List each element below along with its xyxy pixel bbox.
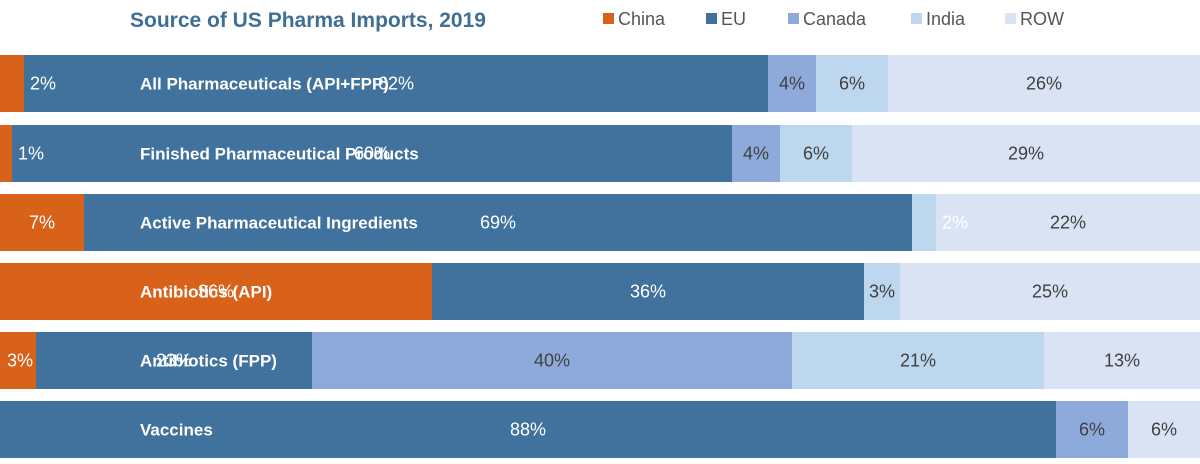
bar-row-antibiotics-fpp: Antibiotics (FPP) 3% 23% 40% 21% 13% [0, 332, 1200, 389]
bar-all-pharmaceuticals-api-fpp-india [816, 55, 888, 112]
value-label-finished-pharmaceutical-products-row: 29% [1008, 144, 1044, 164]
bar-row-finished-pharmaceutical-products: Finished Pharmaceutical Products 1% 60% 4% 6… [0, 125, 1200, 182]
bar-antibiotics-fpp-canada [312, 332, 792, 389]
bar-antibiotics-api-india [864, 263, 900, 320]
bar-all-pharmaceuticals-api-fpp-china [0, 55, 24, 112]
value-label-all-pharmaceuticals-api-fpp-india: 6% [839, 74, 865, 94]
bar-antibiotics-fpp-china [0, 332, 36, 389]
bar-vaccines-eu [0, 401, 1056, 458]
legend-label-row: ROW [1020, 9, 1064, 29]
legend-swatch-india [911, 13, 922, 24]
value-label-active-pharmaceutical-ingredients-china: 7% [29, 213, 55, 233]
legend-label-india: India [926, 9, 966, 29]
legend-swatch-canada [788, 13, 799, 24]
bar-finished-pharmaceutical-products-canada [732, 125, 780, 182]
legend: China EU Canada India ROW [603, 9, 1064, 29]
value-label-finished-pharmaceutical-products-eu: 60% [354, 144, 390, 164]
value-label-antibiotics-fpp-row: 13% [1104, 351, 1140, 371]
bar-finished-pharmaceutical-products-eu [12, 125, 732, 182]
bar-row-active-pharmaceutical-ingredients: Active Pharmaceutical Ingredients 7% 69% 2%… [0, 194, 1200, 251]
value-label-active-pharmaceutical-ingredients-eu: 69% [480, 213, 516, 233]
bars: All Pharmaceuticals (API+FPP) 2% 62% 4% 6% 26… [0, 55, 1200, 458]
legend-swatch-row [1005, 13, 1016, 24]
value-label-antibiotics-api-china: 36% [198, 282, 234, 302]
bar-finished-pharmaceutical-products-india [780, 125, 852, 182]
value-label-antibiotics-fpp-canada: 40% [534, 351, 570, 371]
category-label-antibiotics-api: Antibiotics (API) [140, 283, 272, 302]
category-label-all-pharmaceuticals-api-fpp: All Pharmaceuticals (API+FPP) [140, 75, 389, 94]
value-label-antibiotics-api-india: 3% [869, 282, 895, 302]
bar-active-pharmaceutical-ingredients-china [0, 194, 84, 251]
bar-all-pharmaceuticals-api-fpp-eu [24, 55, 768, 112]
bar-finished-pharmaceutical-products-china [0, 125, 12, 182]
bar-antibiotics-api-eu [432, 263, 864, 320]
bar-all-pharmaceuticals-api-fpp-row [888, 55, 1200, 112]
bar-active-pharmaceutical-ingredients-india [912, 194, 936, 251]
bar-active-pharmaceutical-ingredients-eu [84, 194, 912, 251]
bar-row-all-pharmaceuticals-api-fpp: All Pharmaceuticals (API+FPP) 2% 62% 4% 6% 26… [0, 55, 1200, 112]
bar-antibiotics-fpp-row [1044, 332, 1200, 389]
bar-antibiotics-fpp-india [792, 332, 1044, 389]
value-label-finished-pharmaceutical-products-canada: 4% [743, 144, 769, 164]
legend-label-canada: Canada [803, 9, 867, 29]
value-label-vaccines-row: 6% [1151, 420, 1177, 440]
bar-vaccines-row [1128, 401, 1200, 458]
value-label-antibiotics-fpp-china: 3% [7, 351, 33, 371]
value-label-finished-pharmaceutical-products-india: 6% [803, 144, 829, 164]
chart-title: Source of US Pharma Imports, 2019 [130, 9, 486, 32]
legend-swatch-eu [706, 13, 717, 24]
value-label-antibiotics-api-eu: 36% [630, 282, 666, 302]
bar-vaccines-canada [1056, 401, 1128, 458]
value-label-antibiotics-fpp-eu: 23% [156, 351, 192, 371]
bar-antibiotics-fpp-eu [36, 332, 312, 389]
value-label-vaccines-canada: 6% [1079, 420, 1105, 440]
value-label-antibiotics-api-row: 25% [1032, 282, 1068, 302]
category-label-antibiotics-fpp: Antibiotics (FPP) [140, 352, 277, 371]
value-label-active-pharmaceutical-ingredients-india: 2% [942, 213, 968, 233]
category-label-finished-pharmaceutical-products: Finished Pharmaceutical Products [140, 145, 419, 164]
legend-label-eu: EU [721, 9, 746, 29]
value-label-active-pharmaceutical-ingredients-row: 22% [1050, 213, 1086, 233]
value-label-all-pharmaceuticals-api-fpp-row: 26% [1026, 74, 1062, 94]
value-label-all-pharmaceuticals-api-fpp-canada: 4% [779, 74, 805, 94]
category-label-vaccines: Vaccines [140, 421, 213, 440]
legend-swatch-china [603, 13, 614, 24]
category-label-active-pharmaceutical-ingredients: Active Pharmaceutical Ingredients [140, 214, 418, 233]
value-label-finished-pharmaceutical-products-china: 1% [18, 144, 44, 164]
bar-row-vaccines: Vaccines 88% 6% 6% [0, 401, 1200, 458]
value-label-antibiotics-fpp-india: 21% [900, 351, 936, 371]
bar-finished-pharmaceutical-products-row [852, 125, 1200, 182]
bar-all-pharmaceuticals-api-fpp-canada [768, 55, 816, 112]
value-label-all-pharmaceuticals-api-fpp-eu: 62% [378, 74, 414, 94]
bar-antibiotics-api-china [0, 263, 432, 320]
value-label-vaccines-eu: 88% [510, 420, 546, 440]
bar-antibiotics-api-row [900, 263, 1200, 320]
value-label-all-pharmaceuticals-api-fpp-china: 2% [30, 74, 56, 94]
bar-active-pharmaceutical-ingredients-row [936, 194, 1200, 251]
legend-label-china: China [618, 9, 666, 29]
bar-row-antibiotics-api: Antibiotics (API)36% 36% 3% 25% [0, 263, 1200, 320]
